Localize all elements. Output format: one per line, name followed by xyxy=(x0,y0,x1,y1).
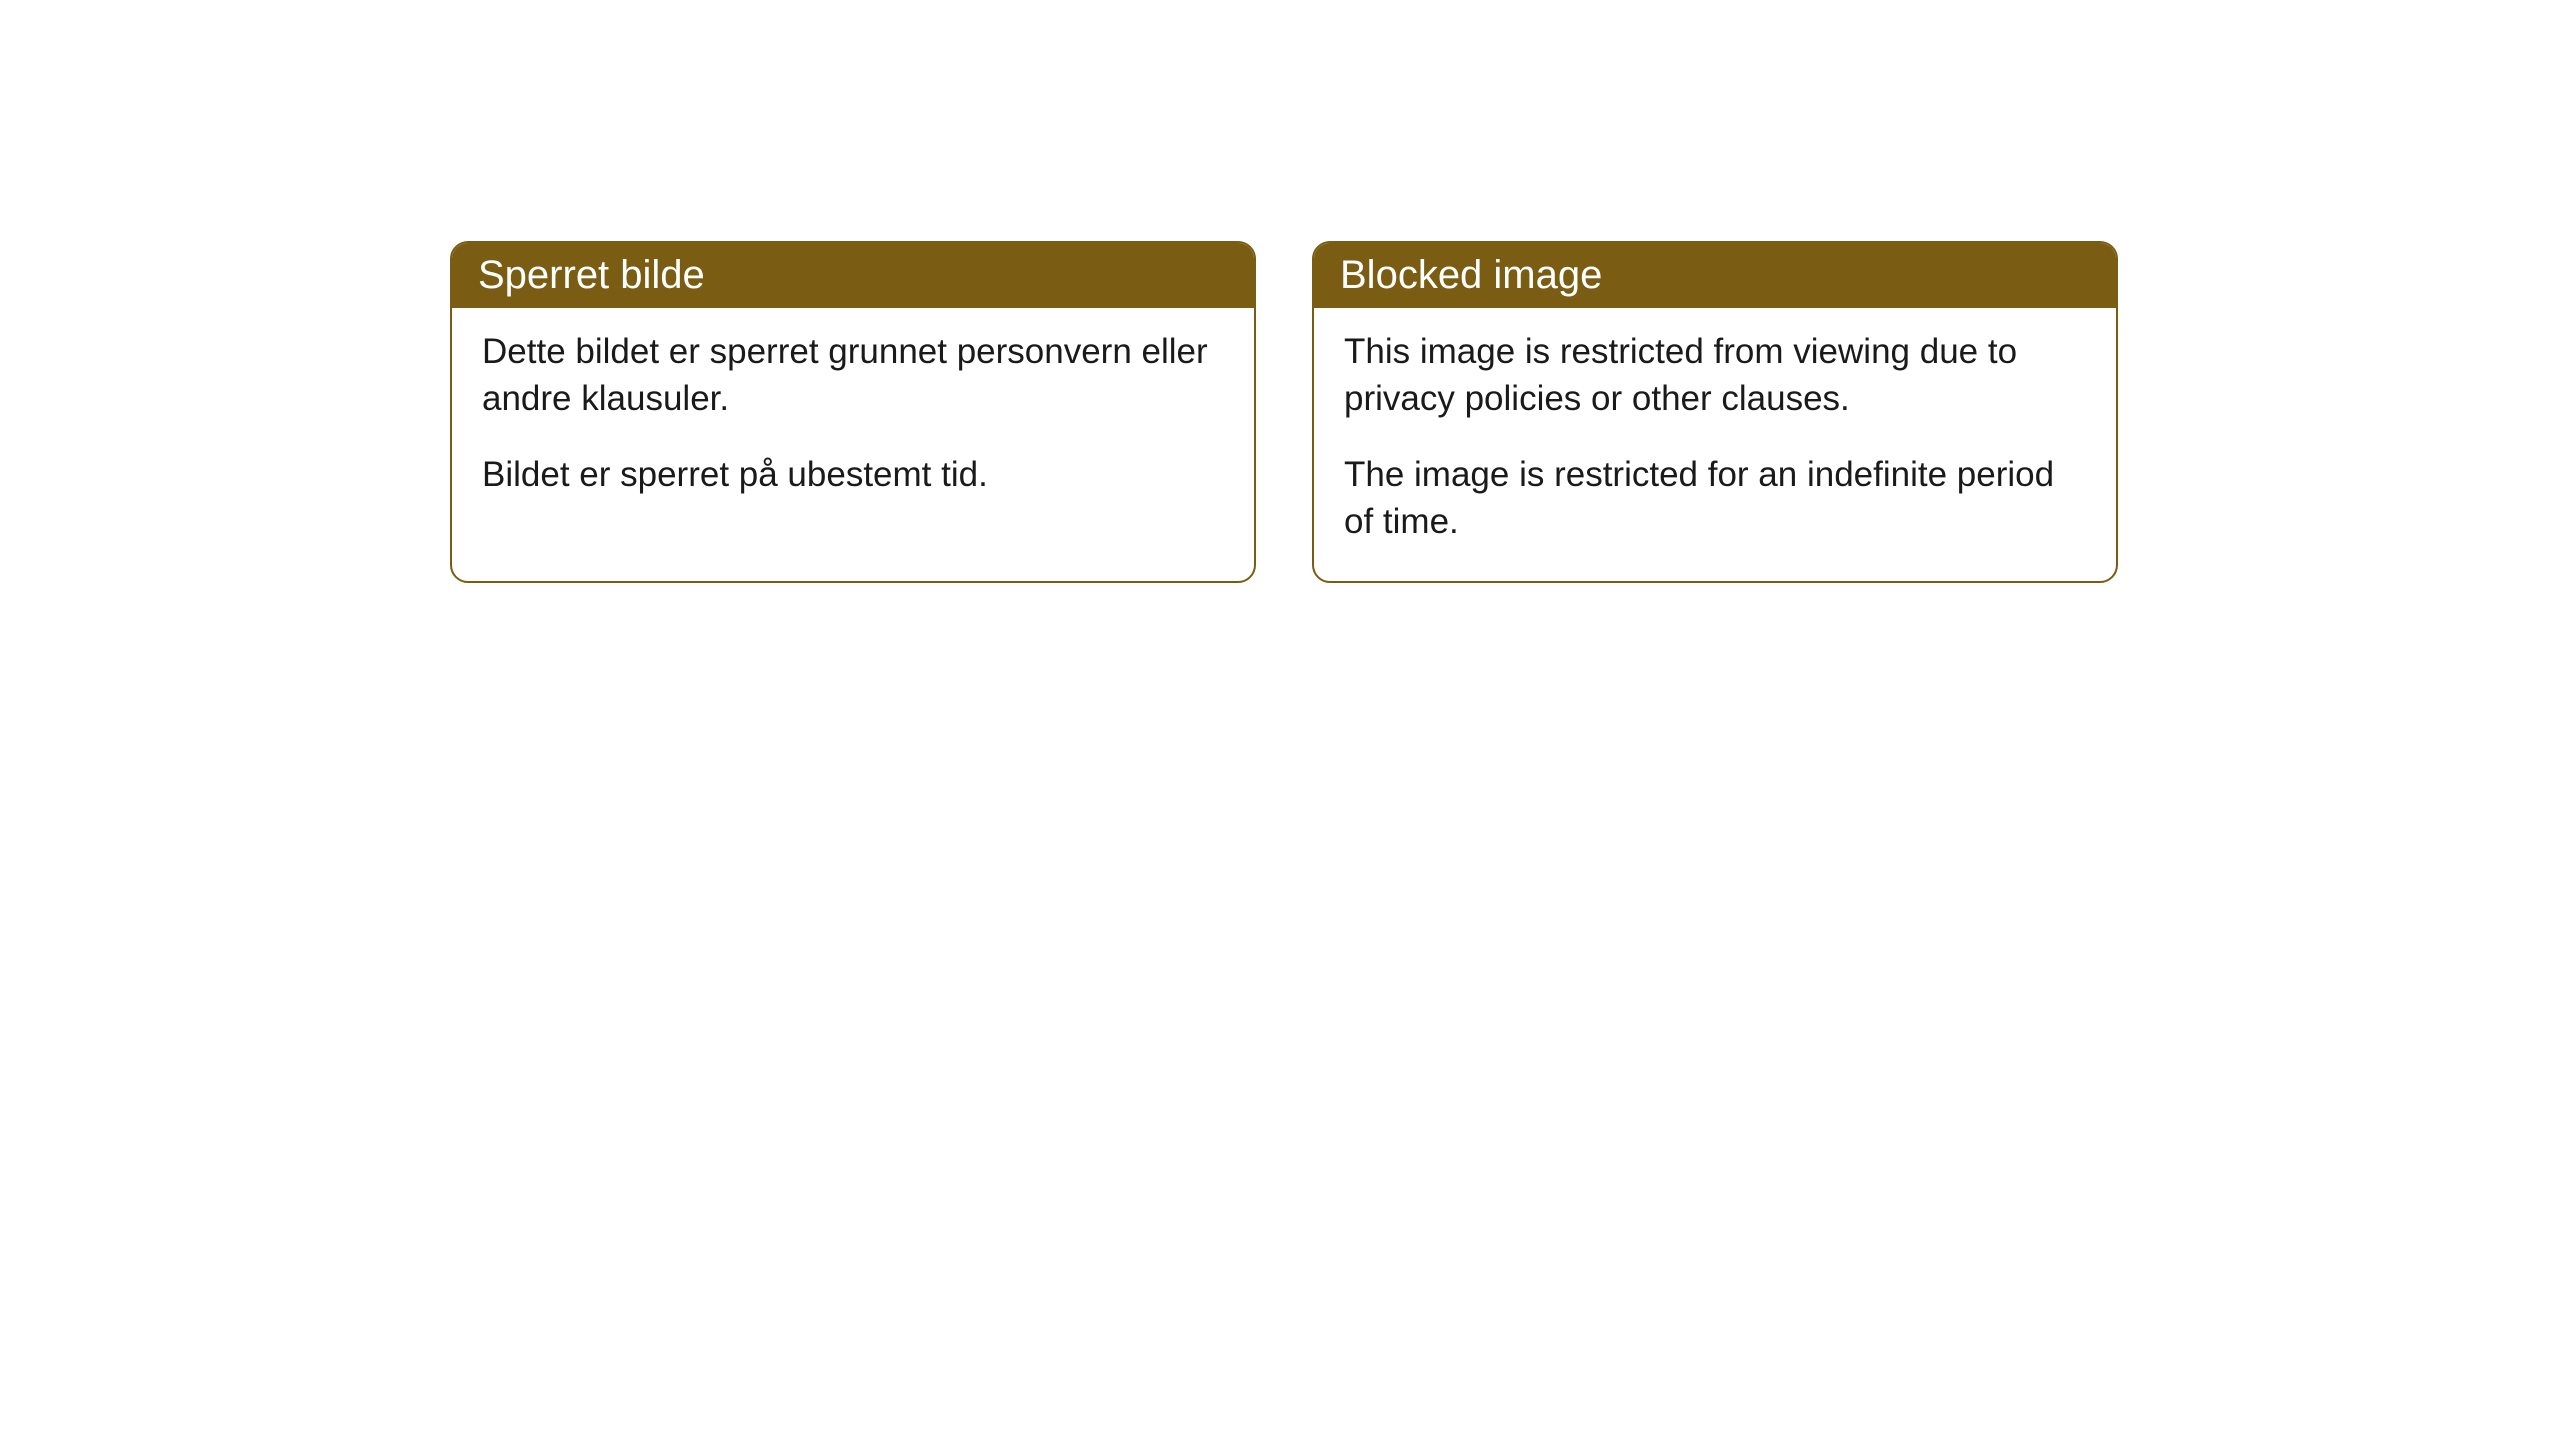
notice-card-english: Blocked image This image is restricted f… xyxy=(1312,241,2118,583)
card-paragraph: This image is restricted from viewing du… xyxy=(1344,328,2086,423)
card-title: Sperret bilde xyxy=(478,253,705,297)
card-paragraph: The image is restricted for an indefinit… xyxy=(1344,451,2086,546)
card-body: This image is restricted from viewing du… xyxy=(1314,308,2116,581)
card-title: Blocked image xyxy=(1340,253,1602,297)
cards-container: Sperret bilde Dette bildet er sperret gr… xyxy=(450,241,2118,583)
card-paragraph: Bildet er sperret på ubestemt tid. xyxy=(482,451,1224,498)
card-header: Blocked image xyxy=(1314,243,2116,308)
notice-card-norwegian: Sperret bilde Dette bildet er sperret gr… xyxy=(450,241,1256,583)
card-paragraph: Dette bildet er sperret grunnet personve… xyxy=(482,328,1224,423)
card-body: Dette bildet er sperret grunnet personve… xyxy=(452,308,1254,534)
card-header: Sperret bilde xyxy=(452,243,1254,308)
